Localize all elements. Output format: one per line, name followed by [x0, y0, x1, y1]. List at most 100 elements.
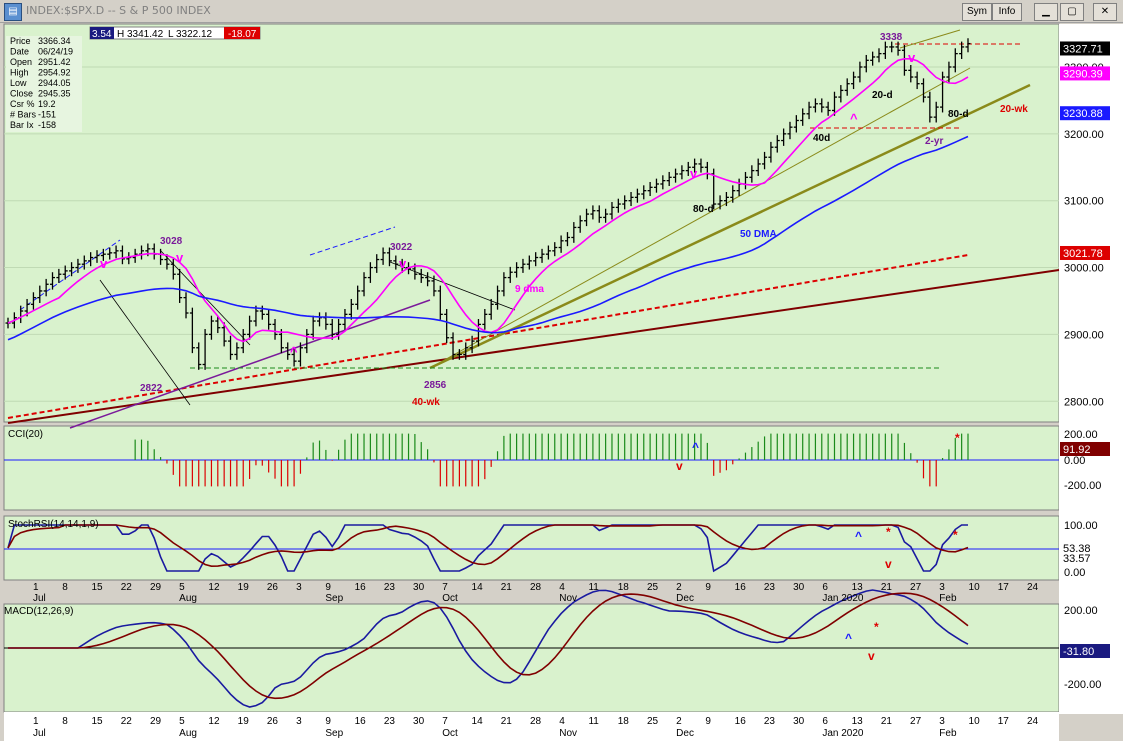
ohlc-bar	[253, 305, 259, 327]
price-y-tick: 3200.00	[1064, 129, 1104, 141]
trend-lines	[7, 29, 1060, 429]
x-day-label: 21	[881, 582, 893, 593]
cci-y-tick: 200.00	[1064, 429, 1098, 441]
price-annotation: 80-d	[948, 109, 969, 120]
x-day-label: 22	[121, 582, 133, 593]
ohlc-bar	[329, 319, 335, 340]
x-day-label: 14	[472, 716, 484, 727]
ohlc-bar	[590, 205, 596, 220]
x-month-label: Aug	[179, 593, 197, 604]
x-day-label: 28	[530, 716, 542, 727]
ohlc-bar	[545, 245, 551, 260]
ohlc-bar	[603, 208, 609, 223]
stochrsi-signal-line	[7, 524, 969, 568]
x-day-label: 26	[267, 716, 279, 727]
ohlc-bar	[37, 285, 43, 303]
x-day-label: 6	[822, 716, 828, 727]
sym-button[interactable]: Sym	[962, 3, 992, 21]
ohlc-bar	[749, 165, 755, 183]
ohlc-bar	[100, 248, 106, 261]
x-day-label: 10	[969, 582, 981, 593]
ohlc-bar	[425, 272, 431, 287]
ohlc-bar	[901, 44, 907, 76]
window-title: INDEX:$SPX.D -- S & P 500 INDEX	[26, 4, 211, 17]
ohlc-bar	[564, 232, 570, 247]
ohlc-bar	[730, 185, 736, 203]
info-panel: Price 3366.34 Date 06/24/19 Open 2951.42 High 2…	[6, 36, 82, 132]
x-day-label: 3	[939, 716, 945, 727]
ohlc-bar	[291, 349, 297, 367]
close-icon[interactable]: ✕	[1093, 3, 1117, 21]
ohlc-bar	[56, 268, 62, 283]
price-annotation: 3338	[880, 32, 903, 43]
info-label: Bar Ix	[10, 120, 34, 130]
ohlc-bar	[717, 195, 723, 210]
minimize-icon[interactable]: ▁	[1034, 3, 1058, 21]
ohlc-bar	[660, 175, 666, 190]
price-annotation-label: 2-yr	[925, 136, 943, 147]
price-annotation-mark: v	[908, 50, 916, 65]
ohlc-bar	[526, 255, 532, 270]
info-label: Open	[10, 57, 32, 67]
ohlc-bar	[361, 272, 367, 297]
x-day-label: 30	[793, 582, 805, 593]
x-day-label: 23	[764, 716, 776, 727]
ohlc-bar	[208, 315, 214, 340]
macd-annotation: *	[874, 620, 879, 634]
macd-line	[8, 589, 969, 708]
stochrsi-annotation: ^	[855, 529, 862, 543]
ohlc-bar	[30, 292, 36, 310]
info-label: # Bars	[10, 110, 37, 120]
x-day-label: 9	[325, 716, 331, 727]
ohlc-bar	[94, 250, 100, 263]
info-value: 06/24/19	[38, 47, 73, 57]
x-day-label: 13	[852, 582, 864, 593]
x-day-label: 23	[384, 716, 396, 727]
ohlc-bar	[653, 178, 659, 193]
info-label: Csr %	[10, 99, 35, 109]
ohlc-bar	[119, 245, 125, 265]
macd-title: MACD(12,26,9)	[4, 606, 73, 617]
price-annotation: v	[176, 250, 184, 265]
price-annotation: 3028	[160, 236, 183, 247]
price-annotation-mark: v	[690, 166, 698, 181]
ohlc-bar	[876, 48, 882, 63]
quote-high: H 3341.42	[117, 29, 164, 40]
x-day-label: 5	[179, 716, 185, 727]
quote-low: L 3322.12	[168, 29, 213, 40]
macd-y-tick: -200.00	[1064, 679, 1101, 691]
x-day-label: 16	[735, 716, 747, 727]
quote-bar: 3.54 H 3341.42 L 3322.12 -18.07	[89, 26, 261, 40]
x-month-label: Feb	[939, 593, 957, 604]
x-month-label: Jul	[33, 593, 46, 604]
trend-line	[7, 269, 1060, 424]
ohlc-bar	[380, 247, 386, 265]
info-value: 3366.34	[38, 36, 71, 46]
price-last-value-box	[1060, 66, 1110, 81]
ohlc-bar	[285, 342, 291, 360]
x-month-label: Nov	[559, 728, 577, 739]
x-day-label: 1	[33, 716, 39, 727]
info-button[interactable]: Info	[992, 3, 1022, 21]
x-month-label: Oct	[442, 728, 458, 739]
x-month-label: Dec	[676, 728, 694, 739]
info-label: Close	[10, 89, 33, 99]
maximize-icon[interactable]: ▢	[1060, 3, 1084, 21]
x-day-label: 3	[296, 716, 302, 727]
ohlc-bar	[221, 322, 227, 347]
price-last-value: 3021.78	[1063, 248, 1103, 260]
macd-signal-line	[8, 592, 969, 700]
trend-line	[7, 254, 969, 419]
ohlc-bar	[596, 205, 602, 223]
x-month-label: Jan 2020	[822, 593, 864, 604]
x-day-label: 2	[676, 582, 682, 593]
grid	[4, 66, 1059, 402]
x-day-label: 25	[647, 716, 659, 727]
dma50-line	[7, 135, 969, 341]
quote-change: -18.07	[228, 29, 257, 40]
cci-last-value-box	[1060, 442, 1110, 456]
ohlc-bar	[946, 61, 952, 83]
info-value: 2945.35	[38, 89, 71, 99]
